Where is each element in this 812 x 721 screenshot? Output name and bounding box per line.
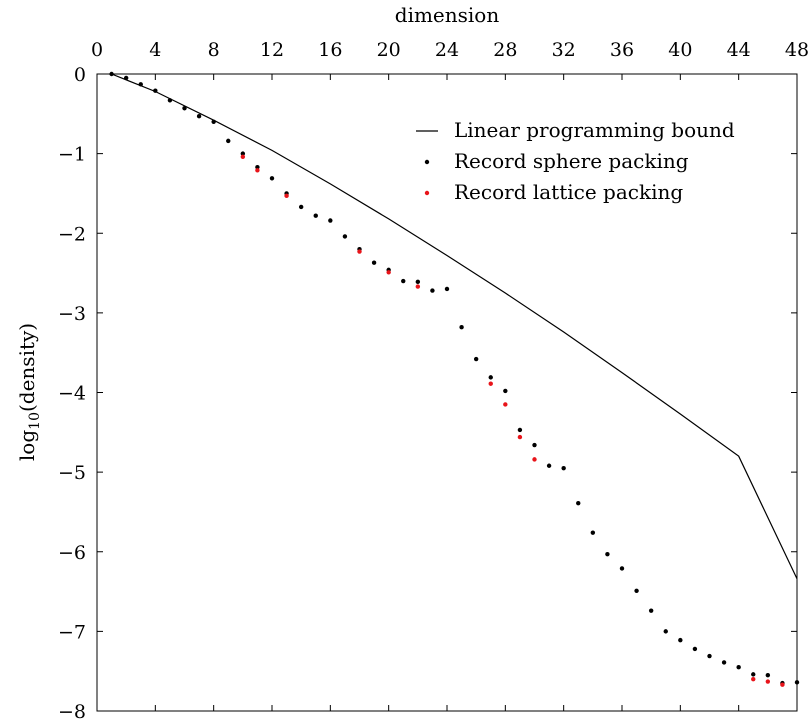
- sphere-packing-point: [313, 213, 318, 218]
- sphere-packing-point: [196, 114, 202, 119]
- x-tick-label: 16: [318, 39, 342, 61]
- sphere-packing-point: [663, 629, 668, 634]
- y-tick-label: −4: [58, 383, 86, 405]
- y-tick-label: −1: [58, 144, 86, 166]
- x-tick-label: 12: [260, 39, 284, 61]
- sphere-packing-point: [109, 71, 114, 77]
- legend-entry-label: Linear programming bound: [454, 118, 735, 142]
- lattice-packing-point: [488, 381, 493, 386]
- x-tick-label: 32: [552, 39, 576, 61]
- y-tick-label: −7: [58, 621, 86, 643]
- legend: Linear programming bound Record sphere pa…: [416, 118, 735, 204]
- sphere-packing-point: [269, 176, 275, 181]
- sphere-packing-point: [605, 551, 610, 557]
- x-tick-label: 36: [610, 39, 634, 61]
- sphere-packing-point: [736, 665, 741, 670]
- x-tick-label: 44: [727, 39, 751, 61]
- lattice-packing-point: [532, 457, 537, 462]
- y-axis-title-main: log: [15, 430, 39, 461]
- sphere-packing-point: [590, 530, 596, 535]
- y-axis-ticks: 0 −1 −2 −3 −4 −5 −6 −7 −8: [58, 64, 797, 721]
- sphere-packing-point: [794, 680, 800, 685]
- sphere-packing-point: [298, 204, 304, 210]
- y-tick-label: −8: [58, 701, 86, 721]
- x-axis-ticks: 0 4 8 12 16 20 24 28 32 36 40 44 48: [91, 39, 809, 711]
- y-tick-label: −3: [58, 303, 86, 325]
- y-tick-label: −6: [58, 542, 86, 564]
- lattice-packing-point: [284, 193, 289, 199]
- lattice-packing-point: [386, 270, 391, 275]
- sphere-packing-point: [371, 260, 377, 265]
- legend-entry-label: Record sphere packing: [454, 149, 689, 173]
- sphere-packing-point: [765, 672, 771, 678]
- x-tick-label: 40: [668, 39, 692, 61]
- sphere-packing-point: [167, 98, 173, 103]
- lattice-packing-point: [517, 434, 523, 440]
- sphere-packing-point: [123, 75, 129, 81]
- lattice-packing-point: [415, 284, 421, 289]
- sphere-packing-point: [255, 164, 260, 170]
- x-tick-label: 20: [377, 39, 401, 61]
- x-tick-label: 4: [149, 39, 161, 61]
- sphere-packing-point: [328, 218, 333, 223]
- x-tick-label: 8: [208, 39, 220, 61]
- y-tick-label: −2: [58, 223, 86, 245]
- y-tick-label: −5: [58, 462, 86, 484]
- lattice-packing-point: [503, 402, 508, 407]
- sphere-packing-point: [415, 279, 421, 285]
- sphere-packing-point: [401, 278, 406, 284]
- sphere-packing-point: [546, 463, 552, 468]
- x-tick-label: 28: [493, 39, 517, 61]
- y-tick-label: 0: [74, 64, 86, 86]
- sphere-packing-point: [576, 500, 581, 506]
- lattice-packing-point: [357, 249, 362, 254]
- sphere-packing-point: [226, 138, 231, 144]
- sphere-packing-point: [211, 119, 216, 124]
- sphere-packing-point: [503, 388, 508, 394]
- lattice-packing-point: [240, 154, 246, 160]
- legend-swatch-dot: [424, 190, 430, 196]
- sphere-packing-point: [707, 653, 712, 659]
- sphere-packing-point: [619, 566, 625, 571]
- sphere-packing-point: [634, 588, 639, 593]
- sphere-packing-point: [182, 106, 187, 111]
- sphere-packing-point: [444, 286, 450, 292]
- sphere-packing-point: [240, 151, 246, 156]
- y-axis-title: log10(density): [15, 323, 43, 461]
- x-tick-label: 48: [785, 39, 809, 61]
- y-axis-title-subscript: 10: [27, 412, 43, 430]
- sphere-packing-point: [459, 325, 464, 330]
- sphere-packing-point: [138, 82, 143, 87]
- lattice-packing-point: [255, 168, 260, 173]
- x-axis-title: dimension: [395, 3, 500, 27]
- y-axis-title-rest: (density): [15, 323, 39, 412]
- sphere-packing-point: [473, 356, 479, 362]
- legend-entry-label: Record lattice packing: [454, 180, 683, 204]
- lattice-packing-point: [765, 679, 771, 684]
- sphere-packing-point: [488, 375, 493, 380]
- sphere-packing-point: [342, 234, 348, 239]
- x-tick-label: 0: [91, 39, 103, 61]
- sphere-packing-point: [721, 660, 727, 665]
- sphere-packing-point: [561, 465, 566, 471]
- sphere-packing-point: [751, 672, 756, 677]
- series-layer: [109, 71, 800, 687]
- legend-swatch-dot: [424, 159, 430, 165]
- sphere-packing-point: [430, 288, 435, 293]
- sphere-packing-point: [648, 608, 654, 613]
- sphere-packing-point: [532, 442, 537, 448]
- sphere-packing-point: [678, 637, 683, 643]
- sphere-packing-point: [517, 427, 523, 433]
- sphere-packing-point: [692, 646, 698, 652]
- lattice-packing-point: [780, 682, 785, 687]
- lattice-packing-point: [751, 676, 756, 682]
- x-tick-label: 24: [435, 39, 459, 61]
- plot-frame: [96, 73, 798, 712]
- sphere-packing-point: [153, 88, 158, 93]
